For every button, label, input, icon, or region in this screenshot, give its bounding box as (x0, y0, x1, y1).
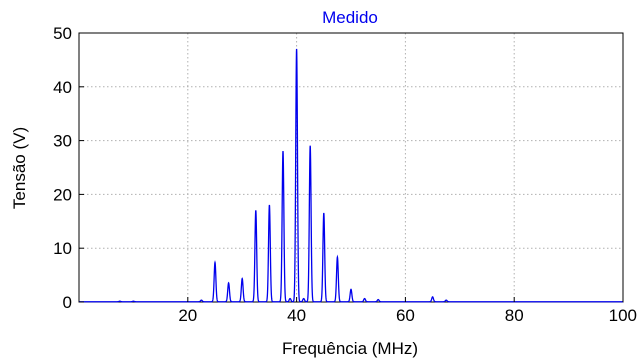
y-tick-label: 30 (53, 132, 72, 151)
x-tick-label: 80 (505, 306, 524, 325)
y-tick-label: 50 (53, 24, 72, 43)
x-axis-title: Frequência (MHz) (282, 339, 418, 358)
x-axis-ticks: 20 40 60 80 100 (178, 297, 637, 325)
plot-frame (78, 32, 624, 303)
y-tick-label: 40 (53, 78, 72, 97)
y-axis-ticks: 0 10 20 30 40 50 (53, 24, 84, 312)
series-line (79, 48, 623, 303)
y-tick-label: 10 (53, 239, 72, 258)
y-tick-label: 0 (63, 293, 72, 312)
chart-title: Medido (322, 8, 378, 27)
x-tick-label: 20 (178, 306, 197, 325)
x-tick-label: 100 (609, 306, 637, 325)
x-tick-label: 40 (287, 306, 306, 325)
y-tick-label: 20 (53, 185, 72, 204)
x-tick-label: 60 (396, 306, 415, 325)
y-axis-title: Tensão (V) (10, 127, 29, 209)
